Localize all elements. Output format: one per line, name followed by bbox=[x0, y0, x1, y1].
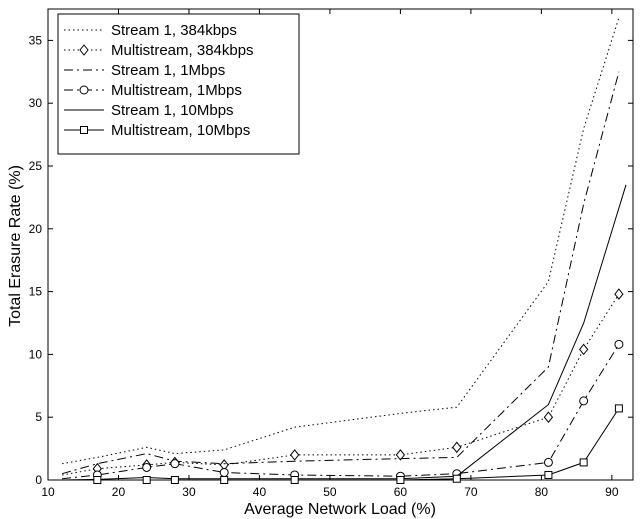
data-point bbox=[93, 476, 102, 484]
data-point bbox=[142, 462, 152, 472]
y-tick-label: 5 bbox=[35, 410, 42, 424]
legend-label: Stream 1, 10Mbps bbox=[111, 102, 234, 119]
series-line bbox=[62, 17, 620, 465]
series-6 bbox=[62, 404, 623, 484]
series-4 bbox=[62, 339, 624, 481]
series-line bbox=[61, 71, 620, 475]
data-point bbox=[220, 476, 229, 484]
legend-item: Multistream, 1Mbps bbox=[64, 82, 242, 99]
y-tick-label: 35 bbox=[29, 33, 43, 47]
series-3 bbox=[61, 71, 620, 475]
x-tick-label: 70 bbox=[464, 485, 478, 499]
data-point bbox=[396, 476, 405, 484]
x-tick-label: 80 bbox=[535, 485, 549, 499]
data-point bbox=[395, 449, 406, 461]
data-point bbox=[614, 339, 624, 349]
x-tick-label: 30 bbox=[182, 485, 196, 499]
legend-item: Stream 1, 1Mbps bbox=[64, 62, 225, 79]
data-point bbox=[579, 396, 589, 406]
data-point bbox=[452, 474, 461, 483]
legend-label: Stream 1, 384kbps bbox=[111, 22, 237, 39]
series-5 bbox=[62, 184, 627, 481]
legend: Stream 1, 384kbps Multistream, 384kbps Str… bbox=[57, 13, 300, 155]
legend-label: Stream 1, 1Mbps bbox=[111, 62, 225, 79]
legend-item: Stream 1, 384kbps bbox=[64, 22, 237, 39]
x-tick-label: 90 bbox=[605, 485, 619, 499]
x-tick-label: 20 bbox=[112, 485, 126, 499]
data-point bbox=[170, 459, 180, 469]
y-tick-label: 25 bbox=[29, 159, 43, 173]
legend-item: Stream 1, 10Mbps bbox=[64, 102, 234, 119]
series-line bbox=[62, 344, 620, 480]
data-point bbox=[219, 467, 229, 477]
legend-item: Multistream, 384kbps bbox=[64, 42, 254, 59]
x-tick-label: 50 bbox=[323, 485, 337, 499]
legend-item: Multistream, 10Mbps bbox=[64, 122, 250, 139]
data-point bbox=[544, 470, 553, 479]
x-tick-label: 60 bbox=[394, 485, 408, 499]
legend-items: Stream 1, 384kbps Multistream, 384kbps Str… bbox=[64, 22, 254, 139]
axis-ticks: 10 20 30 40 50 60 70 80 90 0 5 10 15 20 25 30 35 bbox=[29, 9, 633, 499]
x-axis-title: Average Network Load (%) bbox=[244, 501, 436, 518]
legend-label: Multistream, 1Mbps bbox=[111, 82, 242, 99]
y-tick-label: 30 bbox=[29, 96, 43, 110]
legend-marker bbox=[80, 126, 88, 134]
y-axis-title: Total Erasure Rate (%) bbox=[7, 165, 24, 327]
legend-label: Multistream, 384kbps bbox=[111, 42, 254, 59]
data-point bbox=[170, 476, 179, 484]
legend-marker bbox=[79, 85, 89, 95]
y-tick-label: 15 bbox=[29, 285, 43, 299]
data-point bbox=[614, 404, 623, 413]
data-point bbox=[614, 288, 624, 300]
y-tick-label: 10 bbox=[29, 347, 43, 361]
series-line bbox=[62, 184, 627, 481]
data-point bbox=[579, 458, 588, 467]
data-point bbox=[543, 411, 554, 424]
data-point bbox=[290, 449, 300, 461]
data-point bbox=[579, 343, 589, 356]
x-tick-label: 40 bbox=[253, 485, 267, 499]
legend-label: Multistream, 10Mbps bbox=[111, 122, 250, 139]
x-tick-label: 10 bbox=[41, 485, 55, 499]
series-line bbox=[62, 293, 620, 476]
series-layer bbox=[61, 17, 627, 484]
y-tick-label: 20 bbox=[29, 222, 43, 236]
data-point bbox=[452, 441, 462, 454]
data-point bbox=[543, 457, 553, 467]
legend-box bbox=[57, 13, 300, 155]
series-1 bbox=[62, 17, 620, 465]
data-point bbox=[142, 476, 151, 484]
legend-marker bbox=[79, 44, 89, 56]
data-point bbox=[290, 476, 299, 484]
y-tick-label: 0 bbox=[35, 473, 42, 487]
